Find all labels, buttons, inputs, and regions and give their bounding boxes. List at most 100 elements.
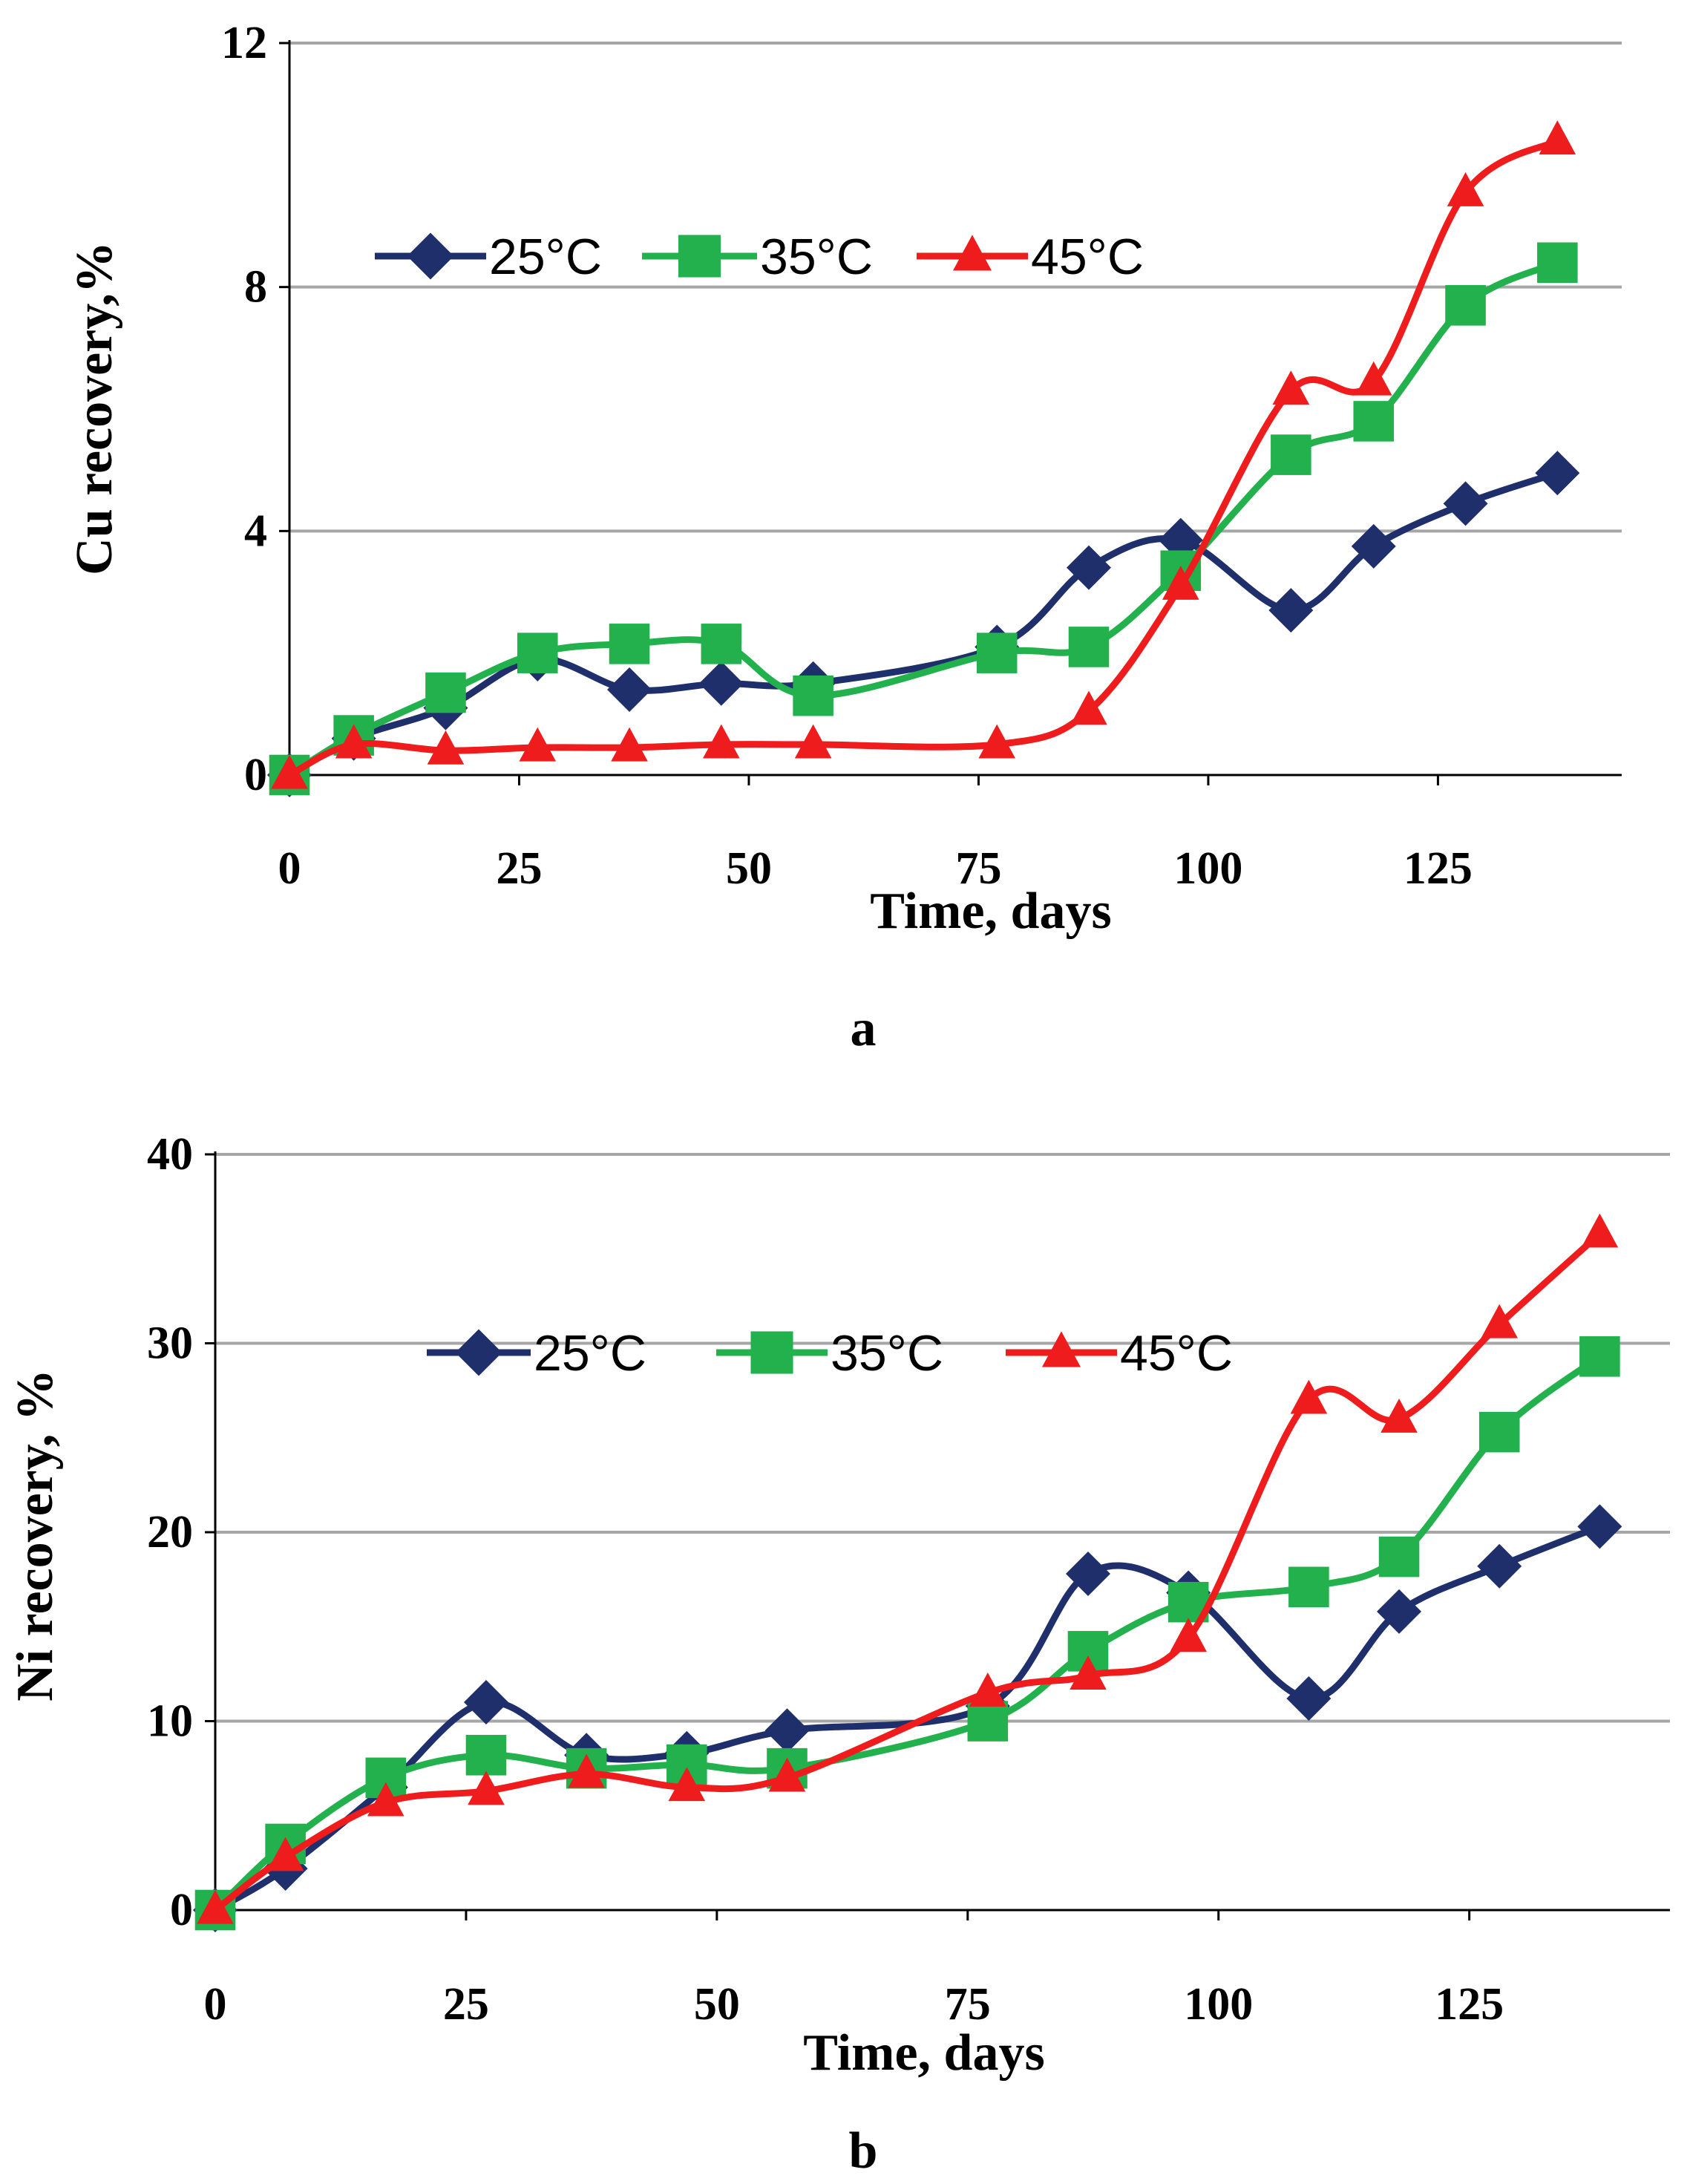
data-point	[1581, 1213, 1619, 1248]
legend-marker	[1041, 1331, 1081, 1367]
data-point	[1070, 690, 1107, 725]
data-point	[1477, 1543, 1522, 1589]
data-point	[1272, 370, 1310, 405]
x-axis-title: Time, days	[803, 2024, 1044, 2082]
data-point	[1067, 545, 1111, 590]
data-point	[1381, 1399, 1418, 1433]
data-point	[1290, 1379, 1328, 1414]
legend-marker	[407, 232, 454, 280]
data-point	[978, 724, 1016, 759]
data-point	[1170, 1618, 1207, 1652]
x-tick-label: 25	[443, 1979, 489, 2030]
data-point	[764, 1708, 810, 1753]
data-point	[1068, 627, 1110, 667]
series-line	[212, 1523, 1603, 1914]
series-line	[286, 259, 1561, 779]
data-point	[335, 724, 373, 759]
series-line	[286, 469, 1561, 779]
data-point	[271, 754, 308, 789]
data-point	[1070, 1655, 1107, 1690]
data-point	[668, 1767, 706, 1802]
series-line	[212, 1353, 1603, 1914]
y-tick-label: 10	[147, 1696, 193, 1747]
data-point	[568, 1753, 605, 1788]
legend-label: 25°C	[489, 229, 602, 285]
x-tick-label: 125	[1435, 1979, 1504, 2030]
legend-marker	[952, 235, 992, 271]
x-tick-label: 100	[1184, 1979, 1253, 2030]
x-tick-label: 25	[496, 843, 542, 894]
x-tick-label: 0	[204, 1979, 227, 2030]
x-tick-label: 75	[955, 843, 1001, 894]
data-point	[1377, 1589, 1422, 1634]
data-point	[1445, 285, 1486, 326]
data-point	[197, 1889, 234, 1924]
y-tick-label: 12	[221, 18, 267, 68]
legend-label: 35°C	[831, 1325, 943, 1382]
legend-label: 25°C	[534, 1325, 646, 1382]
x-tick-label: 100	[1173, 843, 1242, 894]
data-point	[967, 1701, 1009, 1742]
x-tick-label: 0	[278, 843, 301, 894]
y-axis-title: Ni recovery, %	[7, 1369, 64, 1701]
panel-label: b	[849, 2122, 878, 2180]
data-point	[609, 624, 650, 664]
data-point	[1539, 120, 1576, 155]
legend-label: 45°C	[1120, 1325, 1233, 1382]
legend-label: 45°C	[1031, 229, 1144, 285]
legend-marker	[455, 1329, 502, 1376]
chart-panel-b: 0 10 20 30 40 0 25 50 75 100 125 Time, days Ni recov…	[7, 1129, 1670, 2180]
series-35°C	[269, 242, 1578, 796]
data-point	[1537, 242, 1578, 284]
data-point	[701, 624, 742, 664]
data-point	[794, 724, 832, 759]
y-tick-label: 4	[244, 506, 267, 556]
legend-marker	[678, 235, 721, 278]
data-point	[1481, 1304, 1519, 1338]
data-point	[976, 632, 1018, 673]
data-point	[1162, 566, 1199, 600]
data-point	[1478, 1411, 1520, 1453]
data-point	[703, 724, 740, 759]
data-point	[1268, 588, 1314, 633]
x-tick-label: 50	[694, 1979, 740, 2030]
panel-label: a	[851, 1000, 877, 1057]
legend: 25°C 35°C 45°C	[375, 229, 1144, 285]
y-tick-label: 8	[244, 262, 267, 313]
y-tick-label: 40	[147, 1129, 193, 1180]
data-point	[1066, 1551, 1110, 1596]
data-point	[1443, 481, 1488, 526]
data-point	[768, 1757, 806, 1792]
data-point	[1579, 1336, 1620, 1377]
data-point	[519, 727, 557, 762]
legend-label: 35°C	[760, 229, 873, 285]
data-point	[1535, 451, 1580, 496]
data-point	[517, 632, 558, 673]
data-point	[1577, 1504, 1622, 1549]
legend: 25°C 35°C 45°C	[427, 1325, 1233, 1382]
x-tick-label: 75	[945, 1979, 991, 2030]
x-axis-title: Time, days	[870, 883, 1111, 940]
data-point	[1271, 434, 1311, 475]
data-point	[465, 1735, 507, 1776]
data-point	[793, 675, 833, 716]
legend-marker	[750, 1331, 793, 1374]
data-point	[367, 1782, 405, 1817]
data-point	[698, 661, 744, 706]
data-point	[1447, 172, 1484, 206]
chart-panel-a: 0 4 8 12 0 25 50 75 100 125 Time, days Cu recovery,…	[66, 18, 1622, 1057]
data-point	[611, 727, 648, 762]
data-point	[468, 1771, 505, 1805]
data-point	[969, 1673, 1006, 1707]
data-point	[427, 730, 465, 765]
data-point	[1288, 1566, 1329, 1608]
y-tick-label: 0	[170, 1885, 193, 1935]
x-tick-label: 125	[1404, 843, 1473, 894]
data-point	[266, 1837, 304, 1871]
data-point	[463, 1680, 508, 1725]
data-point	[1353, 401, 1395, 442]
series-45°C	[197, 1213, 1619, 1924]
x-tick-label: 50	[726, 843, 772, 894]
y-tick-label: 20	[147, 1507, 193, 1557]
